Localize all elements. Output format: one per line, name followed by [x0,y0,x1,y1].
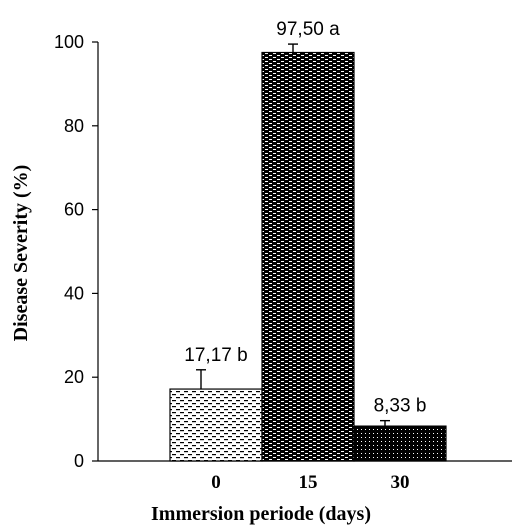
y-tick-label: 20 [64,367,84,387]
data-label: 17,17 b [184,345,247,366]
y-tick-label: 100 [54,32,84,52]
x-axis-title: Immersion periode (days) [151,503,371,525]
bars-group [169,43,447,462]
bar-15 [261,51,355,462]
data-label: 8,33 b [374,396,427,417]
data-labels-group: 17,17 b 97,50 a 8,33 b [184,19,426,417]
bar-0 [169,388,263,462]
data-label: 97,50 a [276,19,340,40]
x-axis: 0 15 30 [98,460,512,493]
x-tick-label: 0 [211,472,221,493]
x-tick-label: 30 [391,472,410,493]
y-tick-label: 0 [74,451,84,471]
y-tick-label: 40 [64,283,84,303]
y-tick-label: 60 [64,200,84,220]
y-axis: 0 20 40 60 80 100 [54,32,99,471]
y-axis-title: Disease Severity (%) [10,165,32,342]
y-tick-label: 80 [64,116,84,136]
bar-30 [353,425,447,462]
x-tick-label: 15 [299,472,318,493]
